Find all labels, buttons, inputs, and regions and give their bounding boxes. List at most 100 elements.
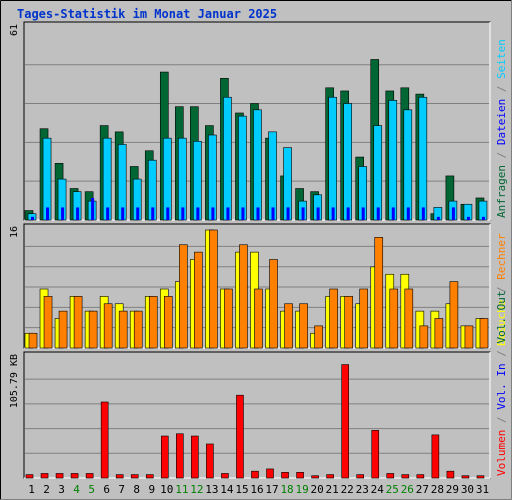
day-label: 30 [461, 483, 474, 496]
bar-rechner [179, 244, 188, 349]
legend-entry: Vol. In [495, 363, 508, 409]
day-label: 25 [386, 483, 399, 496]
legend-entry: / [495, 280, 508, 300]
bar-volumen [326, 474, 334, 479]
bar-dateien [76, 207, 80, 220]
day-label: 12 [190, 483, 203, 496]
bar-volumen [145, 474, 154, 479]
bar-rechner [314, 325, 323, 349]
day-label: 24 [371, 483, 385, 496]
bar-dateien [436, 216, 440, 220]
day-label: 17 [265, 483, 278, 496]
bar-dateien [31, 216, 34, 220]
bar-rechner [404, 288, 414, 349]
day-label: 15 [235, 483, 248, 496]
legend-entry: / [495, 79, 508, 99]
ymax-label: 105.79 KB [9, 354, 20, 408]
bar-dateien [91, 197, 95, 220]
bar-rechner [88, 310, 98, 349]
day-label: 1 [28, 483, 35, 496]
bar-rechner [118, 310, 128, 349]
bar-rechner [284, 303, 293, 349]
day-label: 13 [205, 483, 218, 496]
bar-rechner [344, 296, 353, 349]
bar-rechner [163, 296, 173, 349]
bar-volumen [341, 364, 349, 479]
bar-dateien [451, 207, 455, 220]
day-label: 21 [326, 483, 339, 496]
bar-rechner [299, 303, 308, 349]
bar-dateien [271, 207, 275, 220]
bar-dateien [151, 207, 155, 220]
bar-dateien [391, 207, 395, 220]
day-label: 28 [431, 483, 444, 496]
legend-entry: Dateien [495, 99, 508, 145]
bar-dateien [136, 207, 140, 220]
bar-rechner [464, 325, 474, 349]
bar-dateien [106, 207, 110, 220]
bar-volumen [176, 433, 184, 479]
bar-dateien [361, 207, 365, 220]
bar-volumen [236, 394, 244, 479]
bar-volumen [70, 473, 79, 479]
legend-entry: / [495, 410, 508, 430]
legend-entry: Volumen [495, 430, 508, 476]
bar-rechner [148, 296, 158, 349]
bar-volumen [221, 473, 229, 479]
bar-dateien [466, 216, 470, 220]
legend-entry: / [495, 145, 508, 165]
day-label: 18 [280, 483, 293, 496]
bar-dateien [196, 207, 200, 220]
day-label: 14 [220, 483, 234, 496]
day-label: 31 [476, 483, 489, 496]
bar-dateien [61, 207, 65, 220]
day-label: 2 [43, 483, 50, 496]
legend-entry: Besuche [495, 300, 508, 346]
bar-rechner [133, 310, 143, 349]
bar-volumen [115, 474, 124, 479]
ymax-label: 61 [9, 24, 20, 36]
bar-dateien [376, 207, 380, 220]
day-label: 3 [58, 483, 65, 496]
bar-dateien [46, 207, 50, 220]
bar-volumen [446, 470, 455, 479]
bar-seiten [418, 96, 428, 221]
bar-volumen [130, 474, 139, 479]
bar-seiten [223, 96, 232, 221]
bar-rechner [103, 303, 113, 349]
bar-dateien [346, 207, 350, 220]
bar-seiten [403, 109, 413, 221]
bar-volumen [40, 473, 49, 479]
bar-rechner [329, 288, 338, 349]
bar-rechner [434, 318, 444, 349]
bar-rechner [28, 332, 38, 349]
bar-dateien [316, 207, 320, 220]
bar-seiten [388, 100, 398, 221]
bar-volumen [416, 474, 425, 479]
bar-volumen [266, 468, 274, 479]
bar-volumen [206, 443, 214, 479]
bar-volumen [100, 401, 109, 479]
bar-dateien [241, 207, 245, 220]
day-label: 8 [133, 483, 140, 496]
bar-seiten [208, 134, 217, 221]
bar-rechner [58, 310, 68, 349]
bar-volumen [281, 472, 289, 479]
bar-rechner [374, 237, 384, 349]
legend-entry: Vol. Out [495, 291, 508, 344]
legend-entry: / [495, 344, 508, 364]
bar-volumen [160, 435, 169, 479]
bar-rechner [194, 251, 203, 349]
bar-volumen [85, 473, 94, 479]
bar-dateien [181, 207, 185, 220]
bar-rechner [43, 296, 53, 349]
day-label: 19 [295, 483, 308, 496]
bar-rechner [359, 288, 369, 349]
bar-dateien [286, 207, 290, 220]
day-label: 16 [250, 483, 263, 496]
bar-seiten [253, 109, 262, 221]
legend-entry: Rechner [495, 233, 508, 280]
bar-rechner [389, 288, 399, 349]
day-label: 10 [160, 483, 173, 496]
